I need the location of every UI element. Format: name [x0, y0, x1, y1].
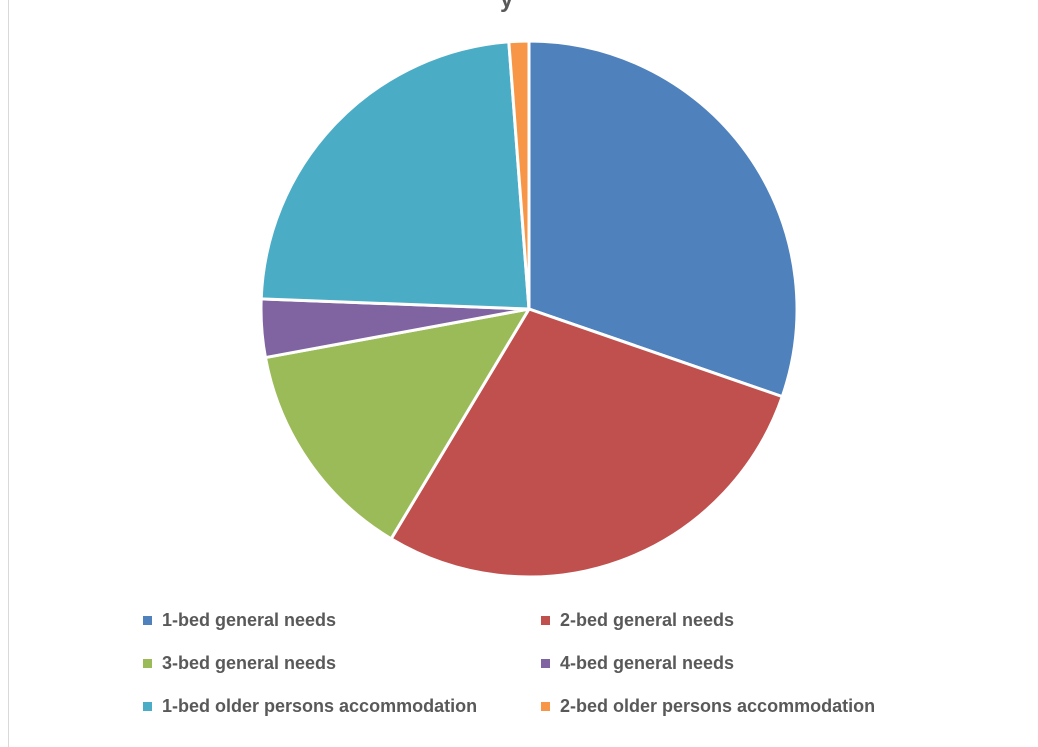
pie-chart — [259, 39, 799, 579]
legend-item-1: 1-bed general needs — [143, 610, 336, 631]
chart-title: y — [500, 0, 513, 14]
pie-slice-3 — [263, 307, 531, 541]
legend-label: 4-bed general needs — [560, 653, 735, 673]
pie-slice-1 — [527, 39, 799, 399]
legend-label: 1-bed older persons accommodation — [162, 696, 478, 716]
legend-swatch — [143, 659, 152, 668]
legend-label: 2-bed older persons accommodation — [560, 696, 876, 716]
pie-slice-6 — [507, 39, 531, 311]
legend-item-5: 1-bed older persons accommodation — [143, 696, 477, 717]
legend-swatch — [541, 659, 550, 668]
legend-label: 2-bed general needs — [560, 610, 735, 630]
legend-item-4: 4-bed general needs — [541, 653, 734, 674]
chart-frame-edge — [8, 0, 9, 747]
legend-swatch — [143, 616, 152, 625]
legend-item-3: 3-bed general needs — [143, 653, 336, 674]
legend-item-6: 2-bed older persons accommodation — [541, 696, 875, 717]
legend-swatch — [541, 616, 550, 625]
pie-slice-5 — [259, 40, 531, 311]
legend-label: 3-bed general needs — [162, 653, 337, 673]
legend-label: 1-bed general needs — [162, 610, 337, 630]
legend-swatch — [541, 702, 550, 711]
legend-item-2: 2-bed general needs — [541, 610, 734, 631]
legend-swatch — [143, 702, 152, 711]
